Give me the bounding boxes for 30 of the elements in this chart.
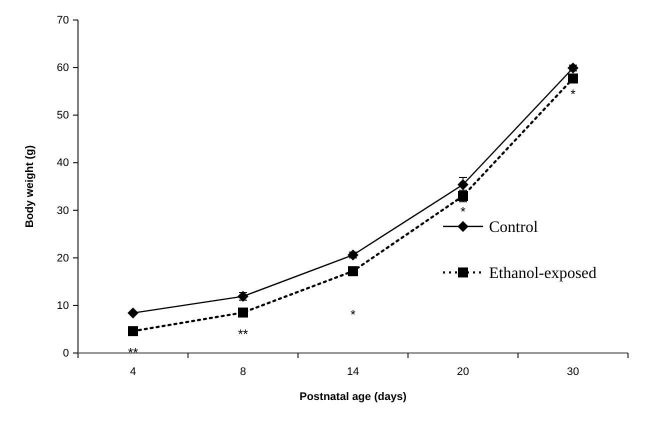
point [568,74,578,84]
y-tick-label: 50 [56,110,69,122]
y-tick-label: 10 [56,300,69,312]
legend-label: Control [489,219,538,236]
x-tick-label: 14 [346,366,360,378]
y-axis-title: Body weight (g) [24,144,36,228]
point [568,62,578,74]
point [128,308,138,319]
point [128,326,138,336]
point [458,179,468,190]
y-tick-label: 60 [56,62,69,74]
y-tick-label: 30 [56,204,69,217]
x-axis-title: Postnatal age (days) [300,391,407,403]
y-tick-label: 20 [56,252,69,264]
y-tick-label: 0 [62,348,69,360]
annotation: ** [128,344,138,360]
x-tick-label: 20 [456,366,470,378]
point [348,266,358,276]
x-tick-label: 4 [130,366,136,378]
y-tick-label: 40 [56,157,69,170]
point [348,250,358,261]
annotation: * [460,204,466,219]
x-tick-label: 8 [240,366,246,378]
annotation: ** [238,326,248,342]
annotation: * [350,306,356,322]
legend-label: Ethanol-exposed [489,265,597,282]
y-tick-label: 70 [56,14,69,27]
x-tick-label: 30 [566,366,580,378]
point [238,308,248,318]
annotation: * [570,86,576,102]
